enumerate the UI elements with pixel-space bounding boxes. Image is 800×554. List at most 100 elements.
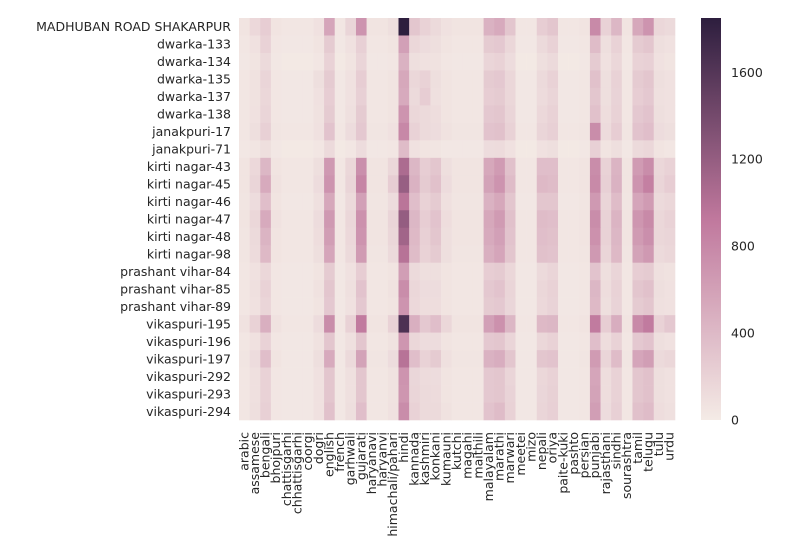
heatmap-cell bbox=[494, 192, 506, 211]
row-label: vikaspuri-197 bbox=[146, 351, 231, 366]
column-label: punjabi bbox=[587, 432, 602, 478]
heatmap-cell bbox=[621, 175, 633, 194]
heatmap-cell bbox=[568, 315, 580, 333]
heatmap-cell bbox=[430, 297, 442, 316]
heatmap-cell bbox=[589, 315, 601, 333]
heatmap-cell bbox=[451, 192, 463, 211]
heatmap-cell bbox=[494, 52, 506, 71]
heatmap-cell bbox=[462, 350, 474, 368]
heatmap-cell bbox=[451, 105, 463, 124]
heatmap-cell bbox=[494, 227, 506, 246]
heatmap-cell bbox=[441, 367, 452, 386]
heatmap-cell bbox=[313, 402, 325, 421]
heatmap-cell bbox=[324, 140, 335, 159]
heatmap-cell bbox=[558, 105, 569, 124]
heatmap-cell bbox=[355, 332, 367, 351]
row-label: vikaspuri-294 bbox=[146, 404, 231, 419]
heatmap-cell bbox=[441, 262, 452, 281]
heatmap-cell bbox=[653, 175, 665, 194]
heatmap-cell bbox=[632, 140, 644, 159]
heatmap-cell bbox=[664, 70, 676, 89]
heatmap-cell bbox=[515, 210, 527, 229]
heatmap-cell bbox=[249, 315, 261, 333]
heatmap-cell bbox=[515, 87, 527, 106]
heatmap-cell bbox=[260, 280, 272, 298]
heatmap-cell bbox=[568, 227, 580, 246]
heatmap-cell bbox=[366, 175, 378, 194]
heatmap-cell bbox=[270, 140, 282, 159]
heatmap-cell bbox=[260, 122, 272, 141]
heatmap-cell bbox=[313, 87, 325, 106]
heatmap-cell bbox=[345, 157, 357, 176]
heatmap-cell bbox=[260, 245, 272, 263]
row-label: kirti nagar-45 bbox=[147, 177, 231, 192]
heatmap-cell bbox=[611, 35, 623, 54]
heatmap-cell bbox=[441, 227, 452, 246]
heatmap-cell bbox=[313, 35, 325, 54]
heatmap-cell bbox=[441, 280, 452, 298]
column-label: persian bbox=[577, 432, 592, 478]
heatmap-cell bbox=[451, 157, 463, 176]
heatmap-cell bbox=[611, 245, 623, 263]
heatmap-cell bbox=[483, 18, 495, 36]
heatmap-cell bbox=[558, 192, 569, 211]
heatmap-cell bbox=[643, 175, 655, 194]
heatmap-cell bbox=[589, 70, 601, 89]
heatmap-cell bbox=[547, 140, 559, 159]
heatmap-cell bbox=[451, 367, 463, 386]
heatmap-cell bbox=[387, 262, 399, 281]
heatmap-cell bbox=[366, 262, 378, 281]
heatmap-cell bbox=[547, 18, 559, 36]
heatmap-cell bbox=[334, 52, 346, 71]
column-label: kumauni bbox=[438, 432, 453, 486]
heatmap-cell bbox=[430, 245, 442, 263]
heatmap-cell bbox=[324, 105, 335, 124]
heatmap-cell bbox=[611, 402, 623, 421]
heatmap-cell bbox=[558, 70, 569, 89]
heatmap-cell bbox=[334, 157, 346, 176]
heatmap-cell bbox=[547, 297, 559, 316]
heatmap-cell bbox=[494, 140, 506, 159]
heatmap-cell bbox=[324, 332, 335, 351]
heatmap-cell bbox=[515, 192, 527, 211]
heatmap-cell bbox=[462, 70, 474, 89]
heatmap-cell bbox=[345, 402, 357, 421]
column-label: nepali bbox=[534, 432, 549, 470]
heatmap-cell bbox=[536, 18, 548, 36]
heatmap-cell bbox=[472, 227, 484, 246]
heatmap-cell bbox=[334, 350, 346, 368]
heatmap-cell bbox=[462, 402, 474, 421]
heatmap-cell bbox=[355, 385, 367, 403]
heatmap-cell bbox=[472, 332, 484, 351]
heatmap-cell bbox=[249, 402, 261, 421]
heatmap-cell bbox=[462, 35, 474, 54]
column-label: meetei bbox=[513, 432, 528, 476]
heatmap-cell bbox=[472, 210, 484, 229]
heatmap-cell bbox=[462, 122, 474, 141]
heatmap-cell bbox=[526, 140, 538, 159]
heatmap-cell bbox=[292, 227, 304, 246]
heatmap-cell bbox=[451, 210, 463, 229]
row-label: kirti nagar-98 bbox=[147, 246, 231, 261]
heatmap-cell bbox=[611, 350, 623, 368]
column-label: oriya bbox=[545, 432, 560, 463]
heatmap-cell bbox=[494, 297, 506, 316]
heatmap-cell bbox=[313, 227, 325, 246]
heatmap-cell bbox=[313, 350, 325, 368]
heatmap-cell bbox=[281, 280, 293, 298]
heatmap-cell bbox=[547, 122, 559, 141]
heatmap-cell bbox=[302, 105, 314, 124]
heatmap-cell bbox=[643, 87, 655, 106]
heatmap-cell bbox=[239, 157, 250, 176]
heatmap-cell bbox=[355, 367, 367, 386]
heatmap-cell bbox=[302, 332, 314, 351]
heatmap-cell bbox=[621, 157, 633, 176]
heatmap-cell bbox=[632, 402, 644, 421]
heatmap-cell bbox=[377, 35, 389, 54]
heatmap-cell bbox=[345, 385, 357, 403]
heatmap-cell bbox=[451, 87, 463, 106]
heatmap-cell bbox=[632, 315, 644, 333]
heatmap-cell bbox=[653, 70, 665, 89]
heatmap-cell bbox=[249, 367, 261, 386]
heatmap-cell bbox=[589, 385, 601, 403]
